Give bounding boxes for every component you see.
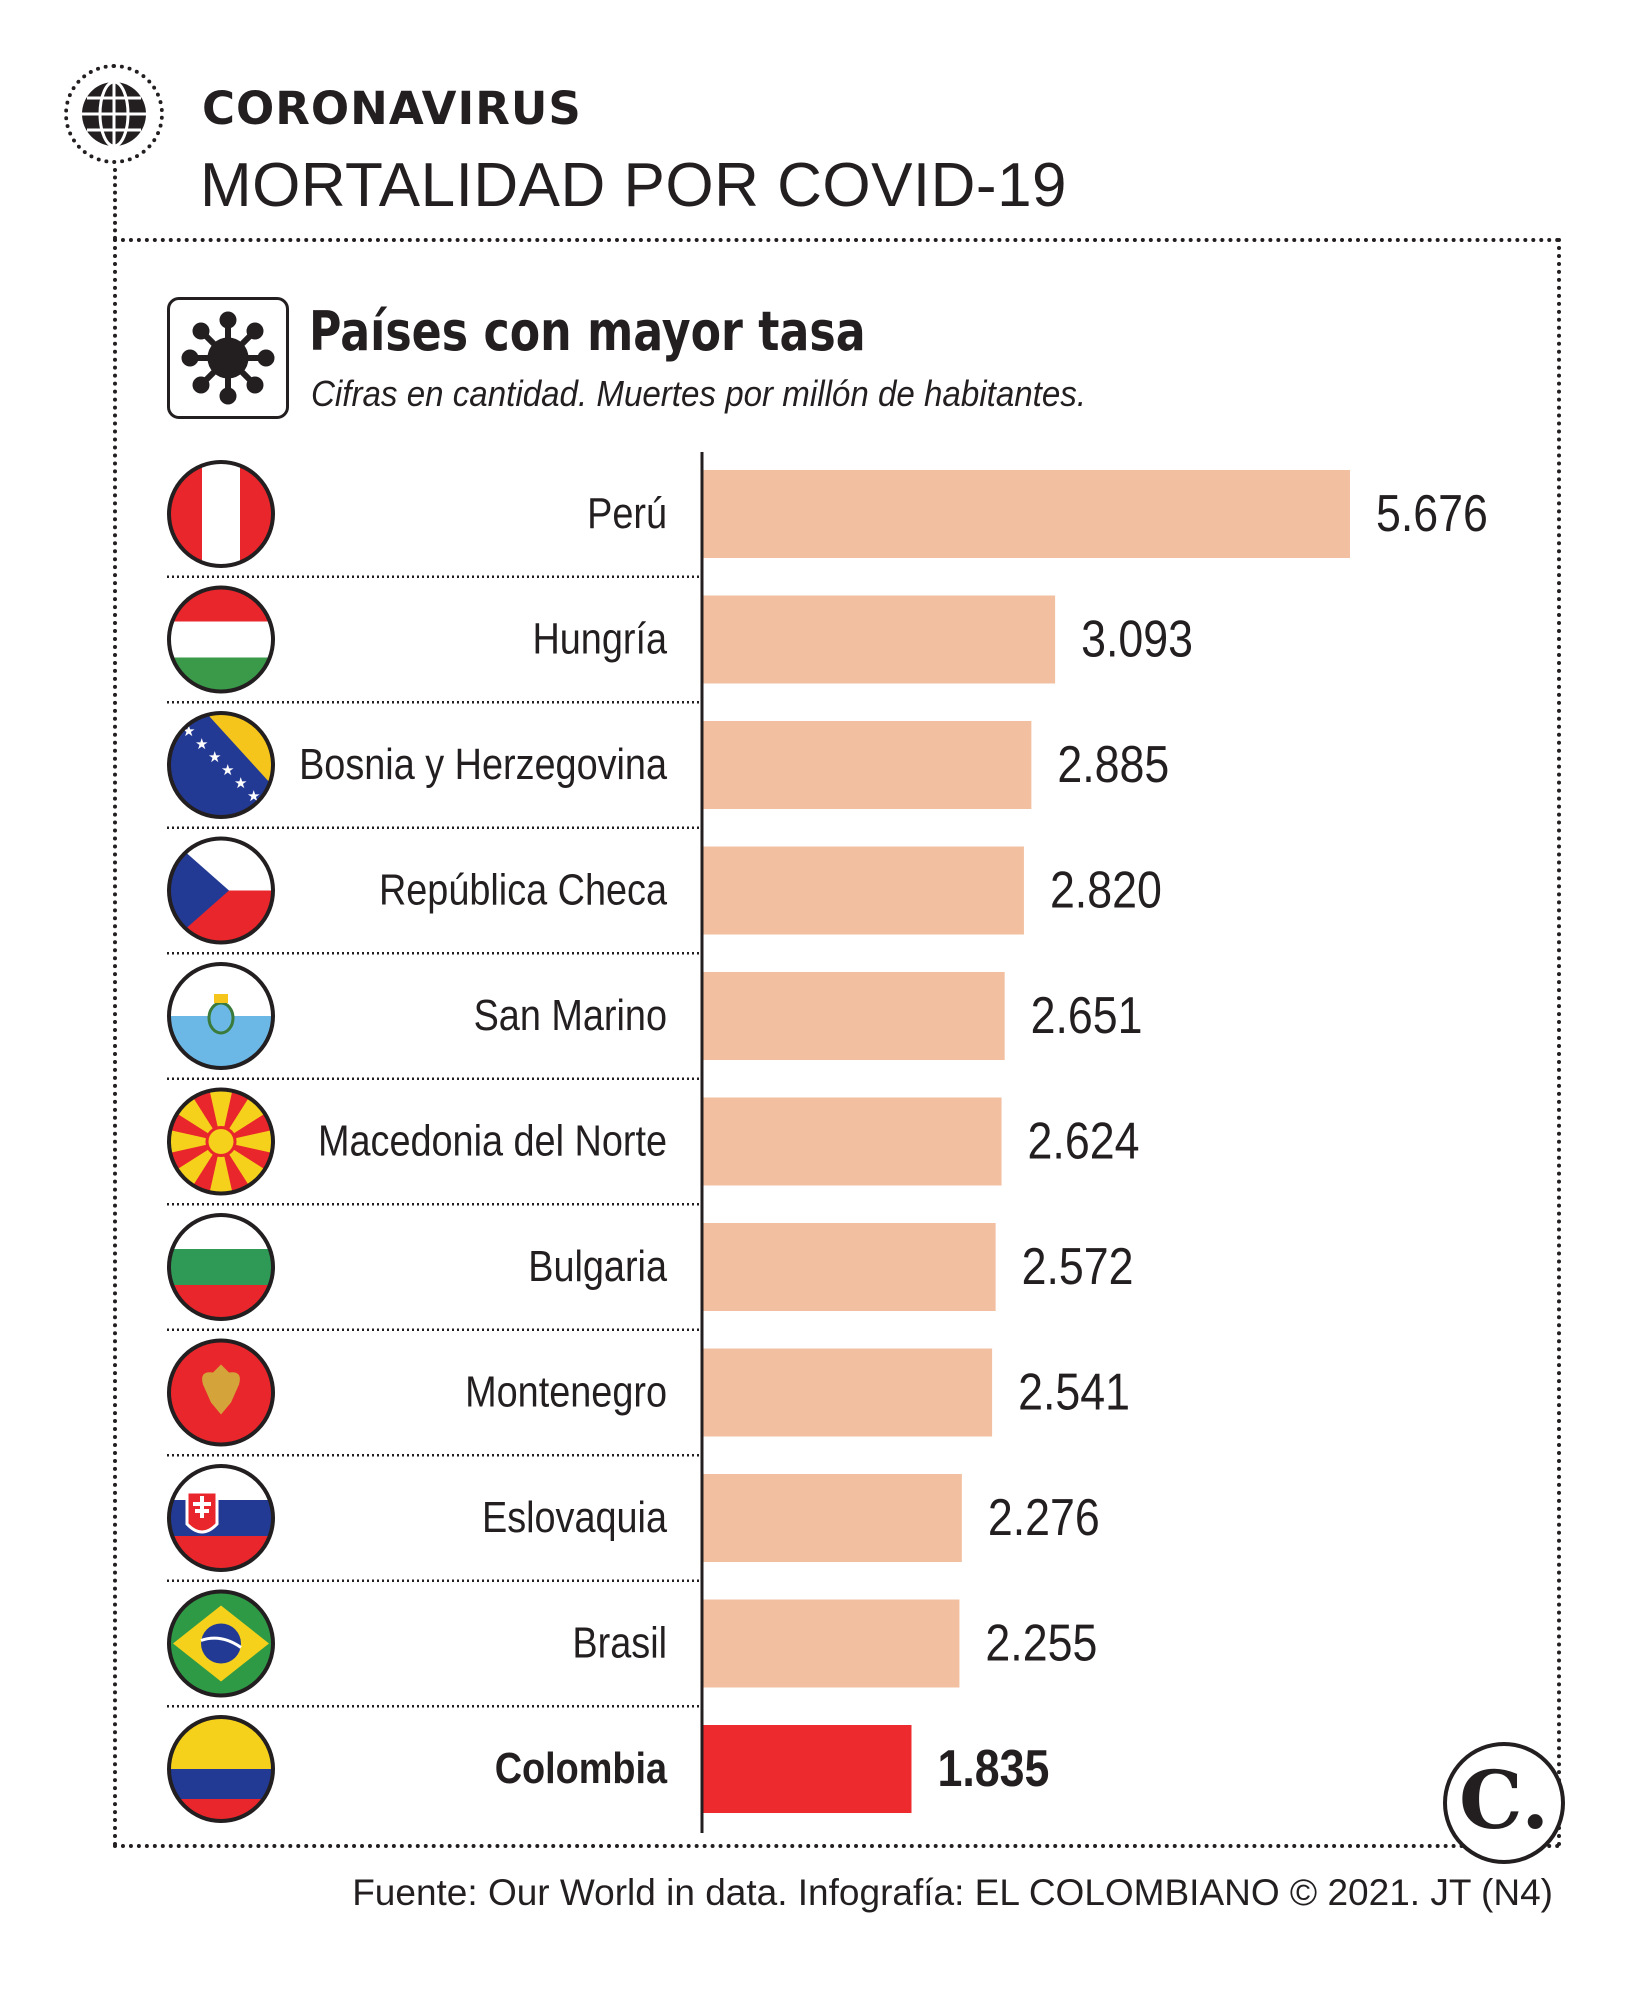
- value-label: 2.820: [1050, 861, 1162, 919]
- bar: [702, 846, 1024, 935]
- globe-icon: [64, 64, 164, 164]
- category-label: Montenegro: [465, 1367, 667, 1416]
- bar: [702, 1097, 1002, 1186]
- flag-peru-icon: [167, 460, 275, 568]
- category-label: República Checa: [379, 865, 667, 914]
- value-label: 2.276: [988, 1489, 1100, 1547]
- svg-text:★: ★: [208, 748, 221, 766]
- bar: [702, 1599, 960, 1688]
- value-label: 2.624: [1028, 1112, 1140, 1170]
- value-label: 5.676: [1376, 485, 1488, 543]
- category-label: Brasil: [572, 1618, 667, 1667]
- flag-bulgaria-icon: [167, 1213, 275, 1321]
- flag-czech-icon: [167, 836, 275, 945]
- category-label: Colombia: [495, 1743, 668, 1792]
- category-label: Perú: [587, 488, 667, 537]
- header-connector: [113, 168, 117, 240]
- chart-frame: [113, 238, 1561, 1848]
- category-label: Hungría: [532, 614, 667, 663]
- category-label: Bosnia y Herzegovina: [299, 739, 667, 788]
- source-credit: Fuente: Our World in data. Infografía: E…: [352, 1872, 1553, 1913]
- bar: [702, 1223, 996, 1311]
- bar: [702, 972, 1005, 1060]
- bar: [702, 1474, 962, 1562]
- bar: [702, 470, 1350, 558]
- chart-title: Países con mayor tasa: [309, 300, 866, 363]
- el-colombiano-logo: C.: [1443, 1742, 1565, 1864]
- bar: [702, 1725, 912, 1813]
- bar: [702, 595, 1056, 684]
- virus-icon: [167, 297, 289, 419]
- bar: [702, 721, 1032, 809]
- value-label: 2.255: [985, 1614, 1097, 1672]
- flag-san-marino-icon: [167, 962, 275, 1070]
- value-label: 1.835: [937, 1740, 1049, 1798]
- flag-north-macedonia-icon: [167, 1087, 275, 1196]
- flag-colombia-icon: [167, 1715, 275, 1823]
- value-label: 2.651: [1031, 987, 1143, 1045]
- flag-montenegro-icon: [167, 1338, 275, 1447]
- svg-text:★: ★: [169, 709, 182, 727]
- svg-text:★: ★: [195, 735, 208, 753]
- headline: MORTALIDAD POR COVID-19: [200, 151, 1068, 220]
- svg-text:★: ★: [221, 761, 234, 779]
- flag-slovakia-icon: [167, 1464, 275, 1572]
- flag-hungary-icon: [167, 585, 275, 694]
- chart-subtitle: Cifras en cantidad. Muertes por millón d…: [311, 373, 1087, 414]
- value-label: 2.885: [1057, 736, 1169, 794]
- category-label: Bulgaria: [528, 1241, 667, 1290]
- value-label: 3.093: [1081, 610, 1193, 668]
- svg-text:★: ★: [234, 774, 247, 792]
- value-label: 2.541: [1018, 1363, 1130, 1421]
- category-label: San Marino: [474, 990, 667, 1039]
- flag-bosnia-icon: ★★★★★★★: [167, 709, 275, 819]
- category-label: Eslovaquia: [482, 1492, 667, 1541]
- kicker: CORONAVIRUS: [202, 82, 582, 135]
- bar: [702, 1348, 993, 1437]
- category-label: Macedonia del Norte: [318, 1116, 667, 1165]
- value-label: 2.572: [1022, 1238, 1134, 1296]
- flag-brazil-icon: [167, 1589, 275, 1698]
